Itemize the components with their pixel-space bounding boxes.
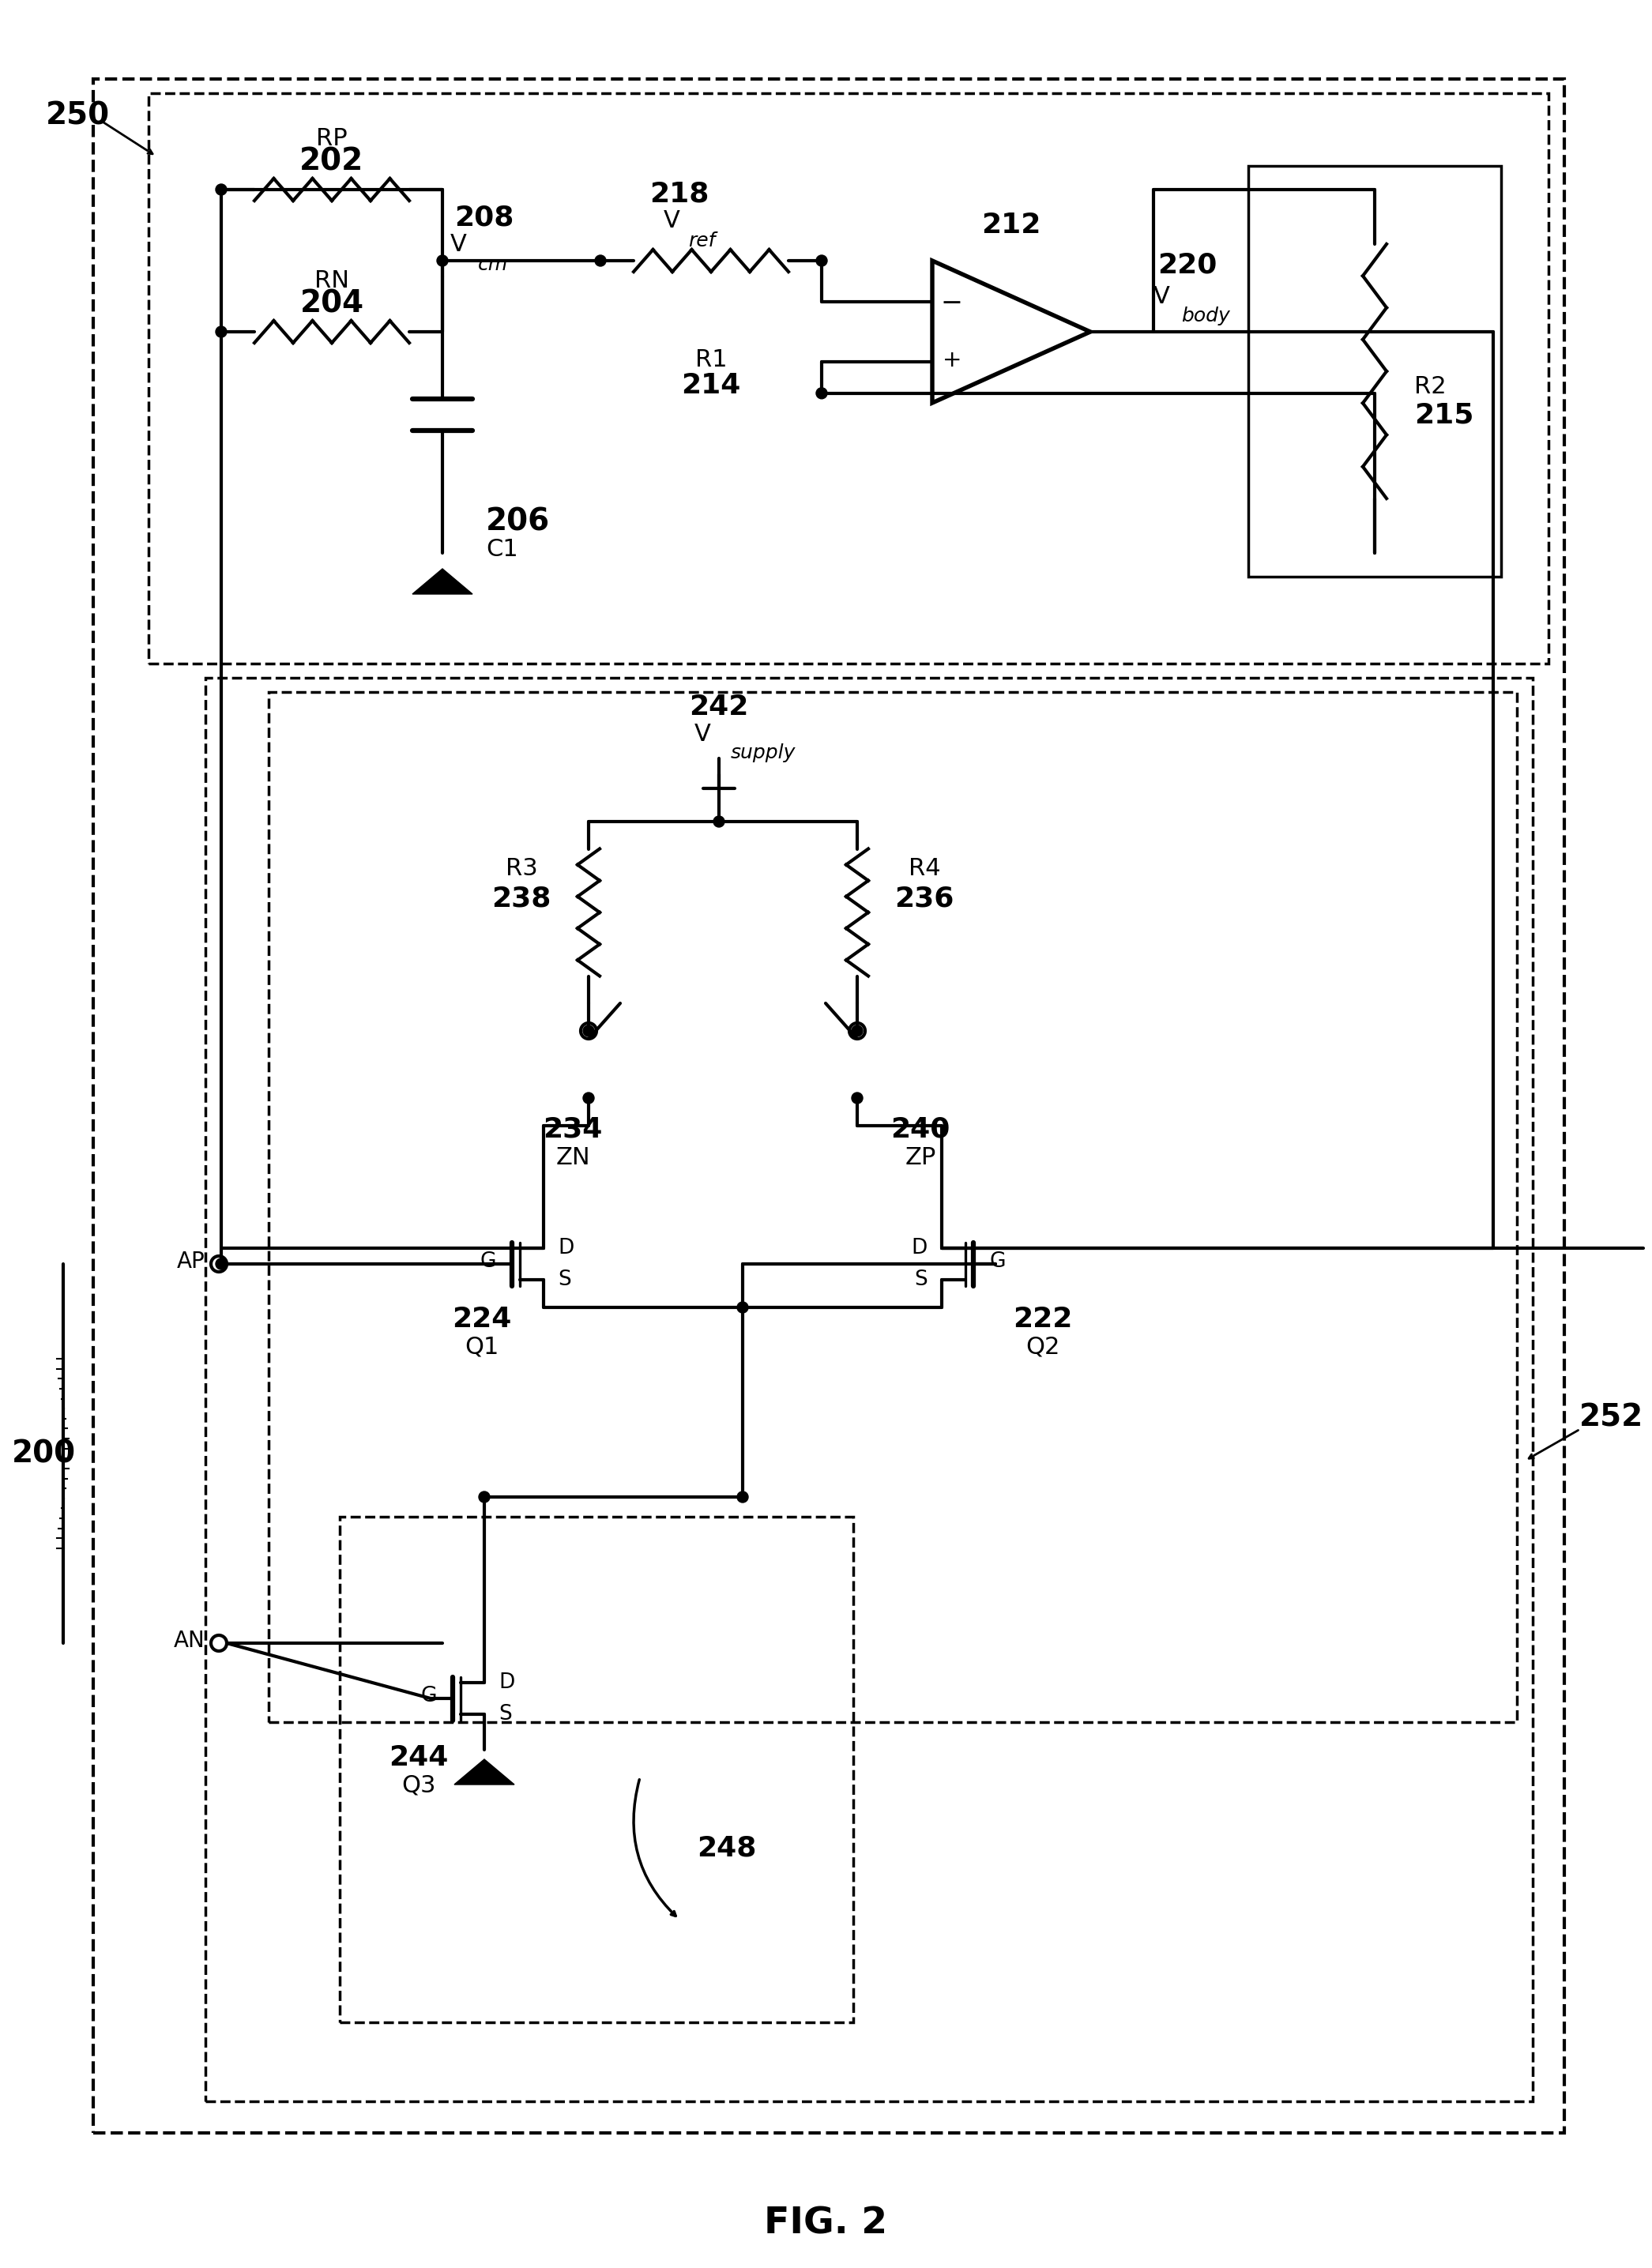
Text: D: D xyxy=(912,1238,927,1259)
Circle shape xyxy=(737,1302,748,1313)
Text: 218: 218 xyxy=(649,179,709,206)
Text: V: V xyxy=(451,234,468,256)
Text: Q3: Q3 xyxy=(401,1774,436,1796)
Bar xyxy=(205,678,1533,2102)
Text: R4: R4 xyxy=(909,857,940,880)
Text: R1: R1 xyxy=(695,347,727,372)
Text: 212: 212 xyxy=(981,211,1041,238)
Text: 222: 222 xyxy=(1013,1306,1072,1334)
Text: RN: RN xyxy=(314,270,349,293)
Text: FIG. 2: FIG. 2 xyxy=(763,2207,887,2241)
Circle shape xyxy=(583,1025,595,1036)
Text: D: D xyxy=(558,1238,573,1259)
Text: 208: 208 xyxy=(454,204,514,231)
Circle shape xyxy=(852,1093,862,1105)
Text: G: G xyxy=(990,1252,1006,1272)
Circle shape xyxy=(816,388,828,399)
Text: V: V xyxy=(694,723,710,746)
Text: C1: C1 xyxy=(486,538,519,560)
Text: 244: 244 xyxy=(388,1744,448,1771)
Text: G: G xyxy=(481,1252,496,1272)
Text: G: G xyxy=(421,1685,436,1706)
Circle shape xyxy=(216,1259,226,1270)
Text: 220: 220 xyxy=(1158,252,1218,279)
Text: body: body xyxy=(1181,306,1231,327)
Text: 242: 242 xyxy=(689,694,748,721)
Polygon shape xyxy=(454,1760,514,1785)
Text: 252: 252 xyxy=(1579,1402,1644,1433)
Text: 202: 202 xyxy=(299,147,363,177)
Text: S: S xyxy=(558,1270,572,1290)
Text: AP: AP xyxy=(177,1250,205,1272)
Text: AN: AN xyxy=(173,1631,205,1651)
Text: ZP: ZP xyxy=(905,1145,937,1168)
Text: R3: R3 xyxy=(506,857,537,880)
Circle shape xyxy=(595,256,606,265)
Circle shape xyxy=(852,1025,862,1036)
Text: supply: supply xyxy=(730,744,796,762)
Circle shape xyxy=(216,184,226,195)
Bar xyxy=(93,79,1564,2132)
Polygon shape xyxy=(413,569,472,594)
Text: +: + xyxy=(942,349,961,372)
Text: 240: 240 xyxy=(890,1116,950,1143)
Text: −: − xyxy=(942,290,963,315)
Text: V: V xyxy=(1153,286,1170,308)
Text: 238: 238 xyxy=(492,885,552,912)
Bar xyxy=(340,1517,852,2023)
Text: ZN: ZN xyxy=(555,1145,590,1168)
Circle shape xyxy=(216,327,226,338)
Text: 204: 204 xyxy=(299,288,363,320)
Text: 250: 250 xyxy=(45,100,109,129)
Circle shape xyxy=(583,1093,595,1105)
Bar xyxy=(149,93,1548,665)
Text: R2: R2 xyxy=(1414,376,1446,399)
Circle shape xyxy=(436,256,448,265)
Text: RP: RP xyxy=(316,127,347,150)
Text: D: D xyxy=(499,1672,514,1692)
Bar xyxy=(269,692,1517,1721)
Circle shape xyxy=(479,1492,491,1501)
Circle shape xyxy=(737,1492,748,1501)
Text: 200: 200 xyxy=(12,1438,76,1470)
Polygon shape xyxy=(932,261,1090,404)
Text: Q1: Q1 xyxy=(464,1336,499,1359)
Text: 215: 215 xyxy=(1414,401,1474,429)
Circle shape xyxy=(816,256,828,265)
Text: 248: 248 xyxy=(697,1835,757,1862)
Text: Q2: Q2 xyxy=(1026,1336,1061,1359)
Text: S: S xyxy=(499,1703,512,1724)
Text: 234: 234 xyxy=(544,1116,603,1143)
Bar xyxy=(1249,166,1502,576)
Text: 224: 224 xyxy=(453,1306,512,1334)
Text: V: V xyxy=(664,209,679,234)
Text: 214: 214 xyxy=(681,372,740,399)
Circle shape xyxy=(714,816,725,828)
Text: cm: cm xyxy=(477,256,509,274)
Text: 236: 236 xyxy=(895,885,955,912)
Text: ref: ref xyxy=(687,231,715,249)
Text: 206: 206 xyxy=(486,506,550,538)
Text: S: S xyxy=(914,1270,927,1290)
